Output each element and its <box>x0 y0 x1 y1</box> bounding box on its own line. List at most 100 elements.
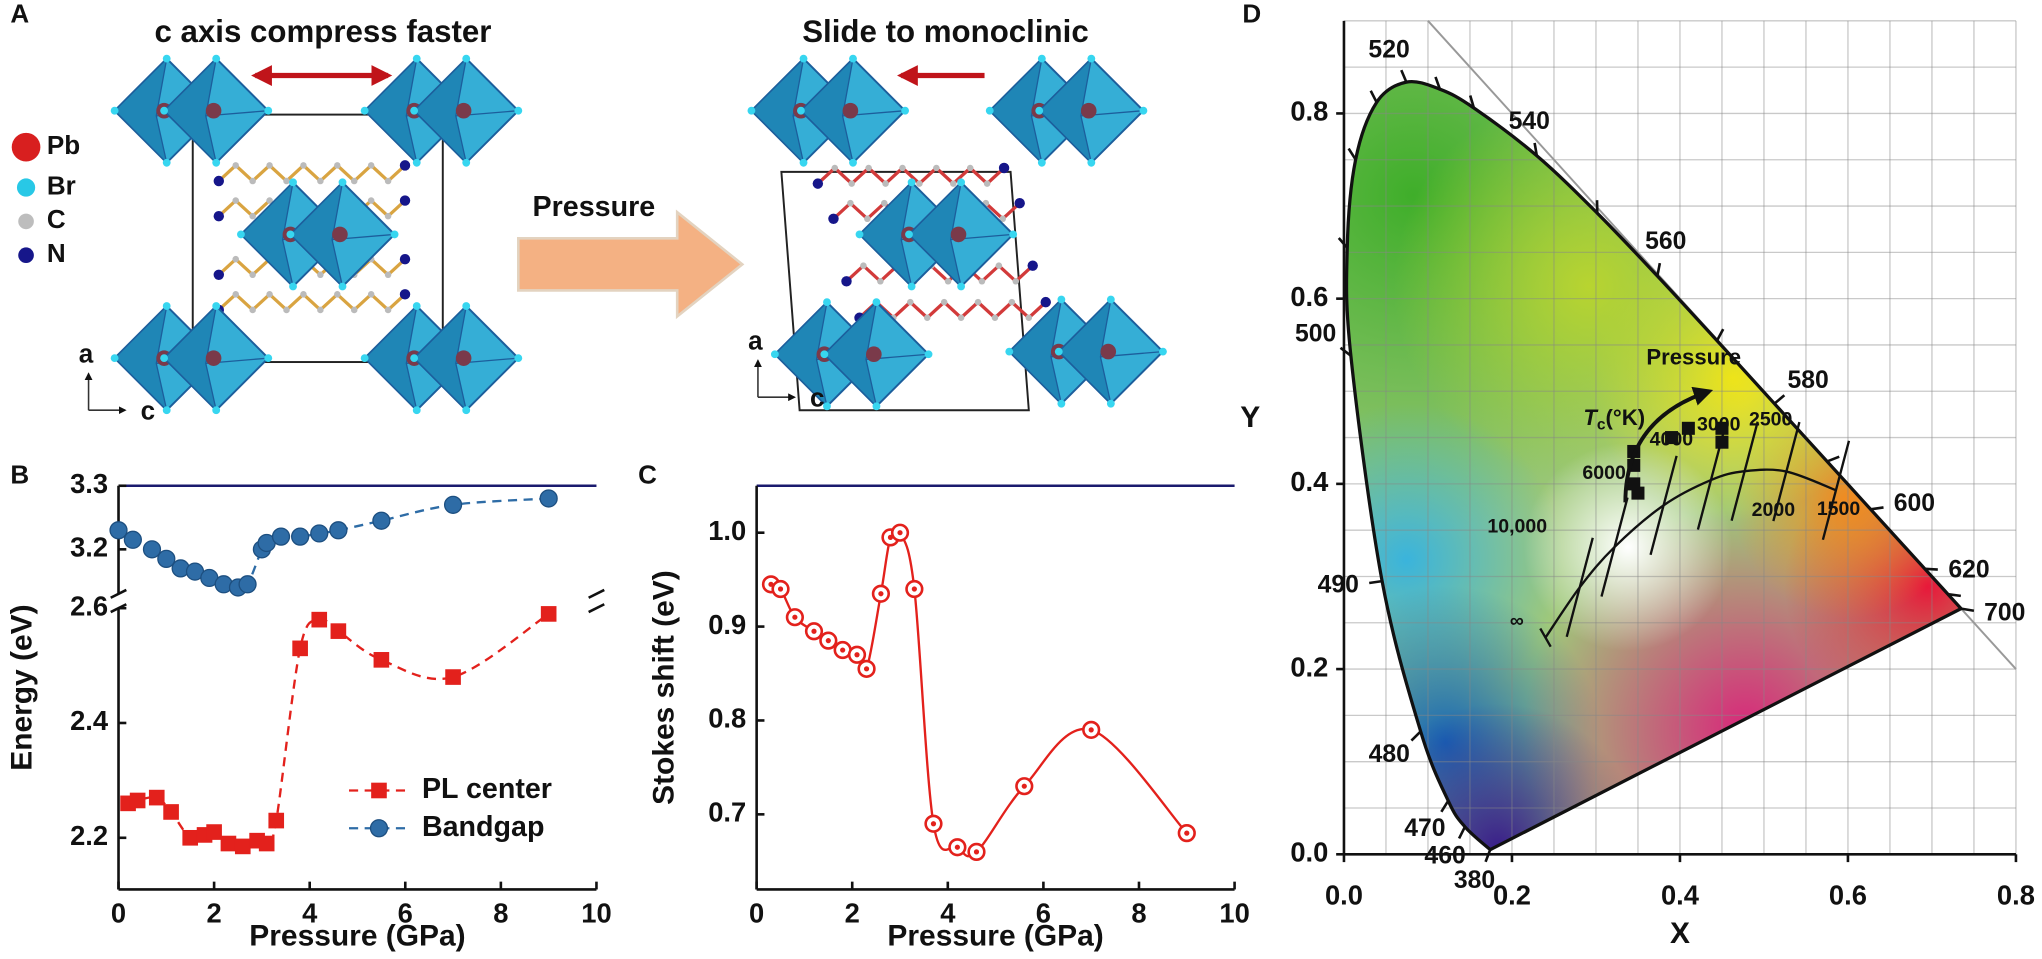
pb-atom <box>866 346 882 363</box>
br-atom <box>855 230 864 239</box>
wavelength-label: 560 <box>1645 228 1686 255</box>
wavelength-label: 480 <box>1369 741 1410 768</box>
legend-atom <box>11 132 41 162</box>
marker <box>182 829 199 846</box>
legend-atom <box>18 213 34 230</box>
c-atom <box>317 306 324 314</box>
x-axis-title: Pressure (GPa) <box>887 920 1103 953</box>
marker <box>220 835 237 852</box>
br-atom <box>264 106 273 115</box>
marker-dot <box>954 844 960 850</box>
c-atom <box>317 271 324 279</box>
br-atom <box>924 350 933 359</box>
c-atom <box>881 199 888 207</box>
br-atom <box>799 158 808 167</box>
br-atom <box>462 406 471 415</box>
pressure-arrow <box>1623 386 1714 503</box>
br-atom <box>901 106 910 115</box>
br-atom <box>1037 158 1046 167</box>
n-atom <box>1014 197 1025 209</box>
locus-tick <box>1440 800 1450 813</box>
y-axis-title: Y <box>1240 401 1260 434</box>
br-atom <box>1005 347 1014 356</box>
x-tick-label: 8 <box>1131 898 1146 929</box>
marker <box>234 838 251 855</box>
organic-chain <box>845 263 1034 284</box>
y-tick-label: 2.4 <box>70 705 109 736</box>
c-atom <box>367 162 375 169</box>
br-atom <box>412 158 421 167</box>
marker <box>157 549 176 568</box>
locus-tick <box>1339 346 1352 357</box>
c-atom <box>384 271 392 279</box>
c-atom <box>999 215 1007 223</box>
c-atom <box>991 314 999 322</box>
y-tick-label: 0.9 <box>708 609 746 640</box>
y-tick-label: 0.0 <box>1290 837 1328 868</box>
temperature-label: 2500 <box>1749 409 1793 431</box>
temperature-label: 1500 <box>1817 498 1861 520</box>
c-atom <box>966 164 974 172</box>
marker <box>371 782 387 799</box>
c-atom <box>232 197 239 204</box>
marker <box>540 606 557 622</box>
marker <box>445 669 461 685</box>
legend-label: N <box>47 238 66 268</box>
panel-label: A <box>10 0 29 29</box>
legend-label: PL center <box>422 773 552 805</box>
br-atom <box>1159 347 1167 356</box>
c-atom <box>384 306 392 314</box>
n-atom <box>213 175 225 187</box>
isotherm <box>1649 455 1678 556</box>
marker <box>142 540 162 559</box>
data-point <box>1665 431 1679 445</box>
tc-subscript: c <box>1597 417 1606 434</box>
legend-atom <box>18 247 34 264</box>
c-atom <box>1008 298 1016 306</box>
c-atom <box>1012 278 1020 285</box>
c-atom <box>300 291 307 298</box>
locus-tick <box>1533 142 1539 156</box>
pb-atom <box>842 102 859 119</box>
x-tick-label: 10 <box>581 898 611 929</box>
locus-tick <box>1410 730 1422 742</box>
isotherm <box>1539 627 1552 648</box>
marker <box>238 575 257 594</box>
isotherm <box>1730 421 1759 521</box>
isotherm <box>1772 421 1801 522</box>
br-atom <box>462 54 471 63</box>
wavelength-label: 540 <box>1509 108 1550 135</box>
br-atom <box>286 230 295 239</box>
n-atom <box>1027 260 1038 271</box>
pb-atom <box>455 102 472 119</box>
marker <box>373 652 390 668</box>
y-tick-label: 3.3 <box>70 468 108 499</box>
legend-label: Br <box>47 170 76 200</box>
n-atom <box>998 162 1010 174</box>
c-atom <box>940 298 948 306</box>
c-atom <box>923 314 931 322</box>
c-atom <box>831 164 839 172</box>
x-axis-title: Pressure (GPa) <box>249 920 465 953</box>
marker <box>372 511 391 530</box>
br-atom <box>1139 106 1148 115</box>
br-atom <box>1057 295 1066 304</box>
axis-break <box>588 603 605 614</box>
br-atom <box>360 354 369 363</box>
pb-atom <box>1080 102 1097 119</box>
x-tick-label: 0.0 <box>1325 879 1363 910</box>
c-atom <box>283 177 290 185</box>
x-tick-label: 4 <box>302 898 318 929</box>
br-atom <box>338 178 347 187</box>
tc-label: Tc(°K) <box>1583 405 1645 434</box>
br-atom <box>160 354 169 363</box>
c-atom <box>266 197 273 204</box>
y-tick-label: 0.8 <box>708 703 746 734</box>
marker-dot <box>863 666 870 672</box>
c-atom <box>350 177 358 185</box>
locus-tick <box>1715 328 1725 342</box>
temperature-label: 6000 <box>1582 462 1626 484</box>
pressure-arrow <box>517 209 745 320</box>
br-atom <box>849 54 857 63</box>
